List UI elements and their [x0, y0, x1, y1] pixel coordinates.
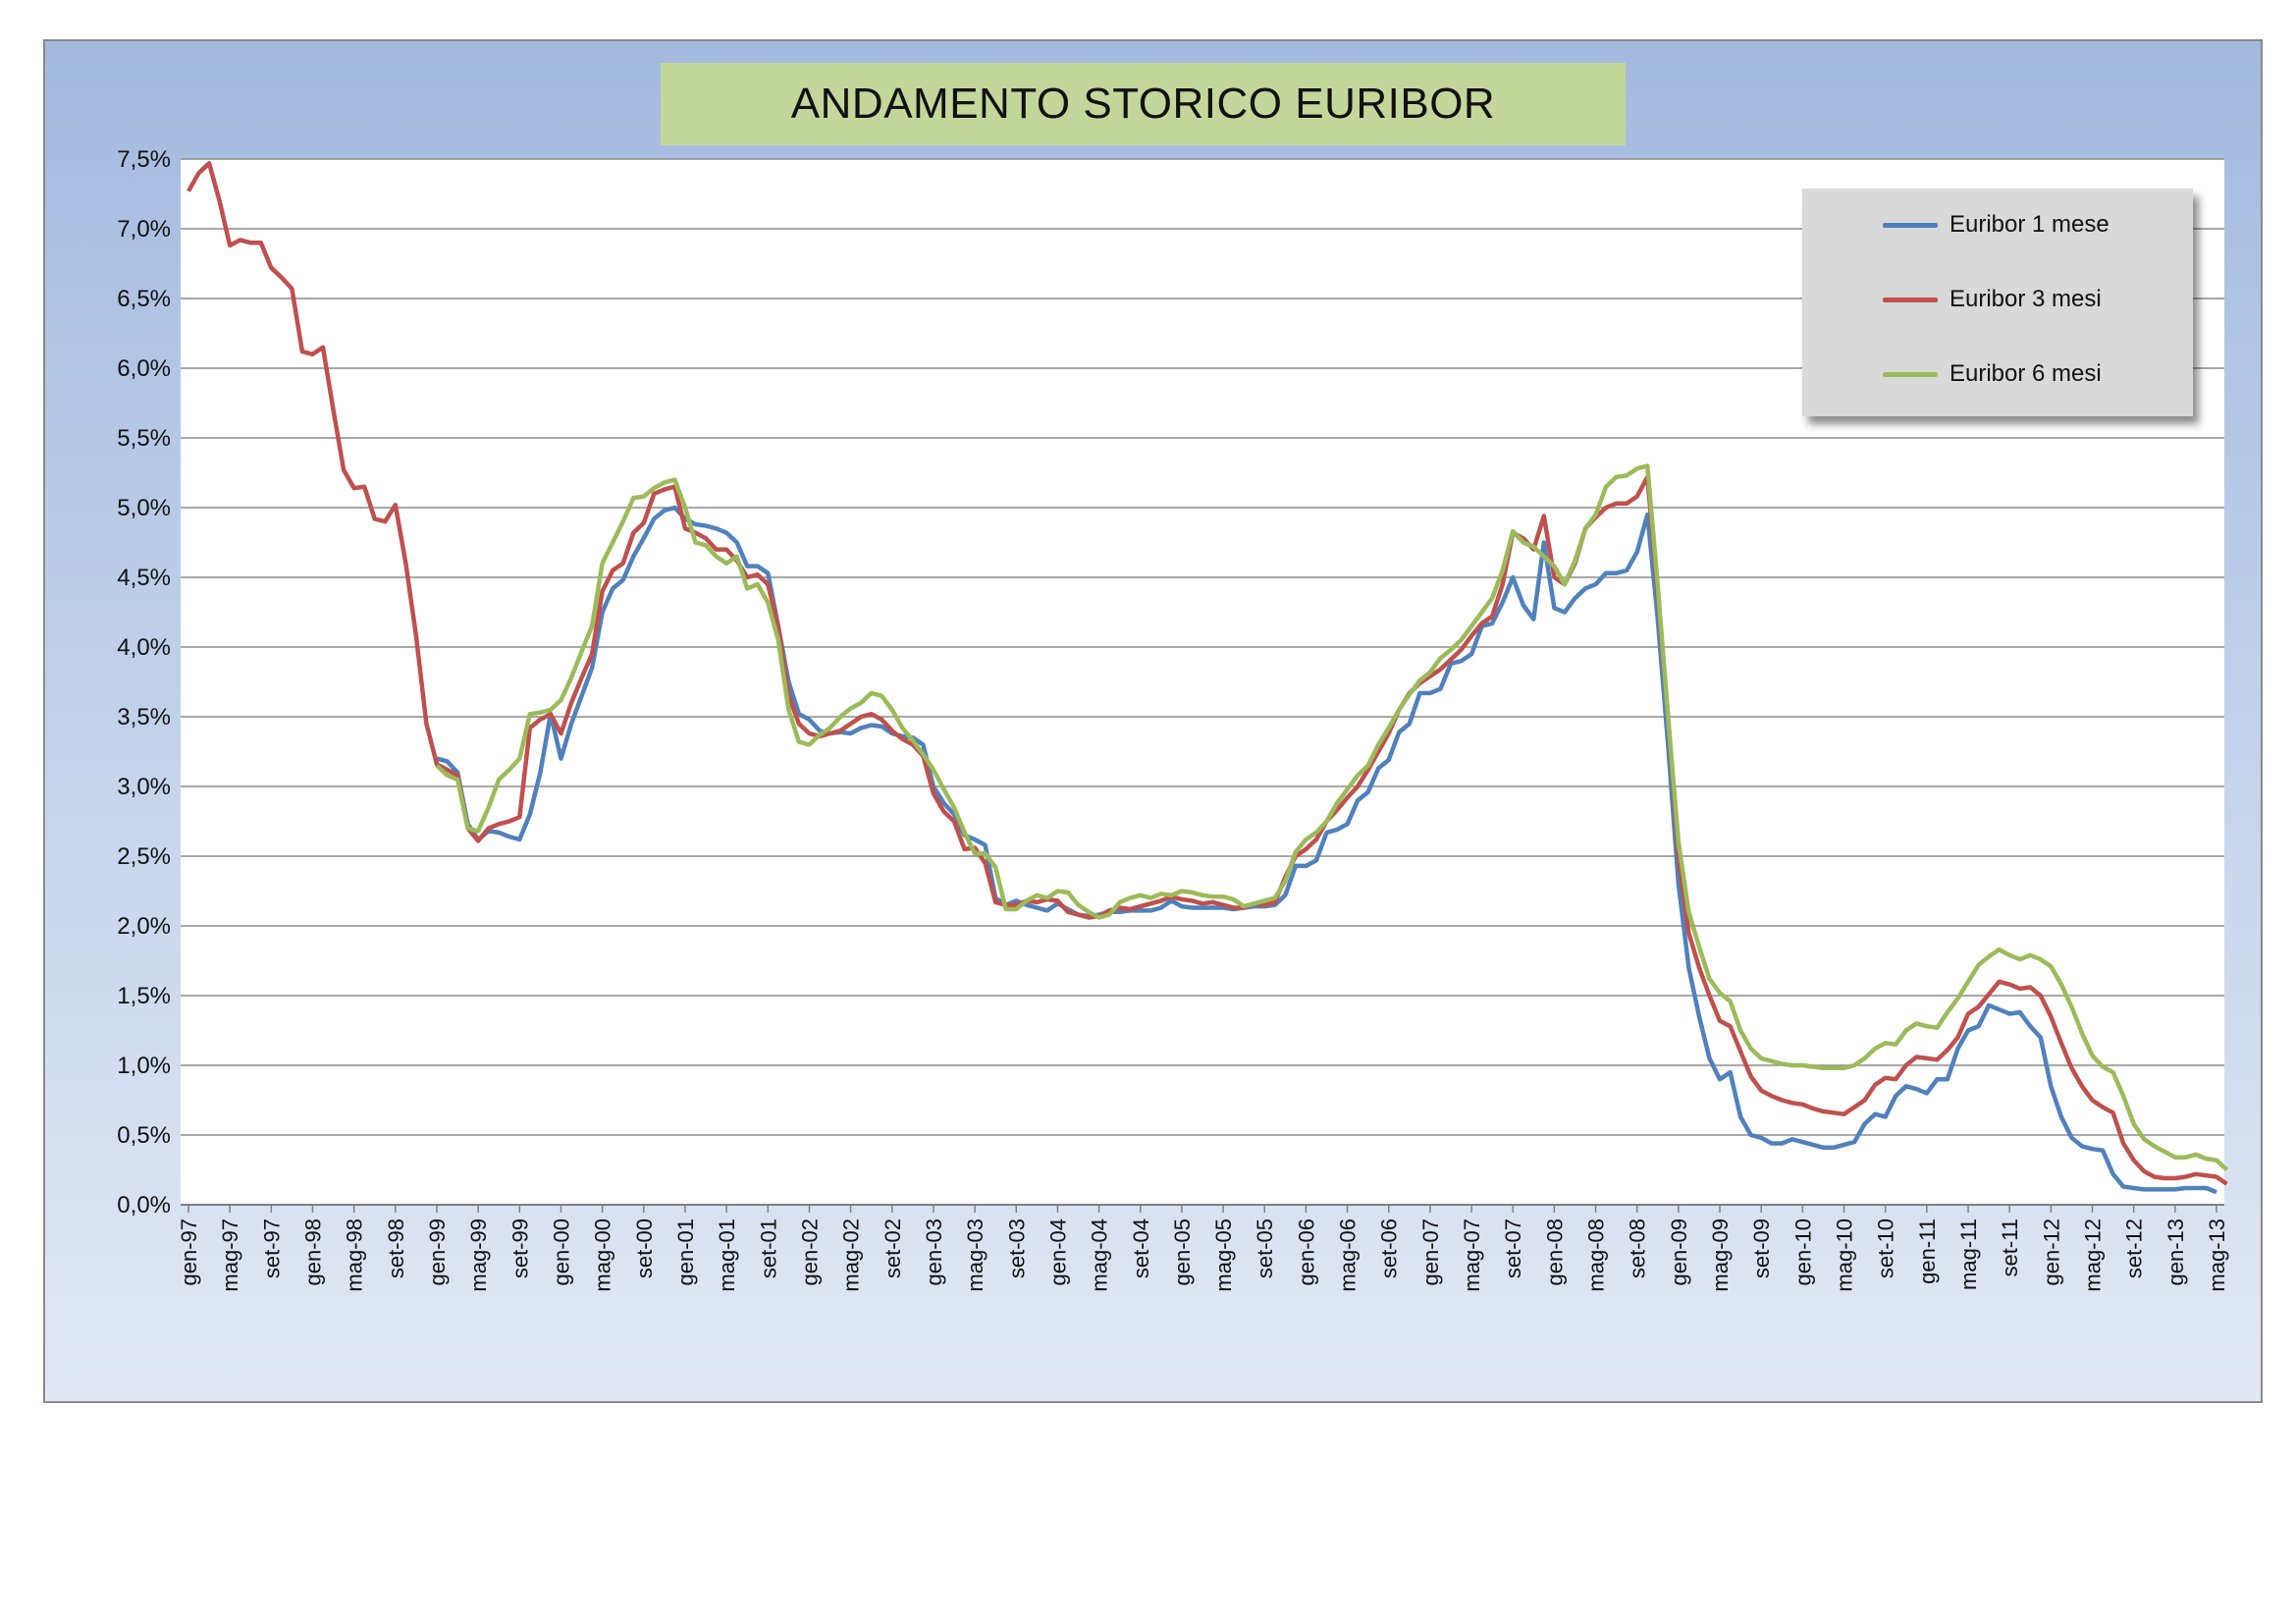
- x-tick-label: mag-06: [1336, 1218, 1361, 1292]
- x-tick-label: mag-01: [715, 1218, 739, 1292]
- legend: Euribor 1 mese Euribor 3 mesi Euribor 6 …: [1802, 189, 2193, 416]
- x-tick-label: set-12: [2122, 1218, 2147, 1278]
- x-tick-label: gen-98: [300, 1218, 325, 1286]
- x-tick-label: gen-06: [1294, 1218, 1318, 1286]
- x-tick-label: gen-04: [1045, 1218, 1070, 1286]
- x-tick-label: set-00: [632, 1218, 657, 1278]
- x-tick-label: mag-08: [1584, 1218, 1609, 1292]
- x-tick-label: gen-05: [1170, 1218, 1195, 1286]
- x-tick-label: mag-10: [1833, 1218, 1857, 1292]
- x-tick-label: set-97: [259, 1218, 284, 1278]
- legend-item-1m: Euribor 1 mese: [1883, 210, 2109, 240]
- y-tick-label: 7,0%: [117, 216, 171, 243]
- x-tick-label: mag-00: [591, 1218, 615, 1292]
- legend-label-1m: Euribor 1 mese: [1949, 211, 2109, 238]
- x-tick-label: set-10: [1874, 1218, 1898, 1278]
- x-tick-label: gen-97: [177, 1218, 201, 1286]
- x-tick-label: mag-13: [2205, 1218, 2229, 1292]
- x-tick-label: set-09: [1749, 1218, 1774, 1278]
- x-tick-label: gen-01: [673, 1218, 698, 1286]
- x-tick-label: set-05: [1253, 1218, 1277, 1278]
- series-line-1: [436, 505, 2217, 1195]
- y-tick-label: 1,5%: [117, 983, 171, 1009]
- x-tick-label: mag-04: [1088, 1218, 1112, 1292]
- x-tick-label: gen-99: [425, 1218, 450, 1286]
- legend-item-6m: Euribor 6 mesi: [1883, 359, 2102, 389]
- legend-swatch-3m: [1883, 297, 1938, 302]
- legend-label-6m: Euribor 6 mesi: [1949, 360, 2102, 387]
- legend-item-3m: Euribor 3 mesi: [1883, 285, 2102, 314]
- x-tick-label: set-01: [756, 1218, 780, 1278]
- x-tick-label: mag-11: [1956, 1218, 1981, 1290]
- x-tick-label: set-11: [1998, 1218, 2022, 1277]
- x-tick-label: gen-08: [1542, 1218, 1567, 1286]
- x-tick-label: set-99: [507, 1218, 532, 1278]
- x-tick-label: set-04: [1129, 1218, 1153, 1278]
- y-tick-label: 0,0%: [117, 1192, 171, 1218]
- x-tick-label: mag-09: [1708, 1218, 1733, 1292]
- x-tick-label: gen-09: [1667, 1218, 1691, 1286]
- y-tick-label: 5,0%: [117, 495, 171, 521]
- series-lines: [187, 161, 2229, 1195]
- x-tick-label: gen-11: [1915, 1218, 1940, 1284]
- x-tick-label: mag-05: [1211, 1218, 1236, 1292]
- y-tick-label: 3,0%: [117, 774, 171, 800]
- x-tick-label: set-08: [1626, 1218, 1650, 1278]
- x-tick-label: gen-12: [2039, 1218, 2063, 1286]
- x-tick-label: set-07: [1501, 1218, 1525, 1278]
- y-tick-label: 1,0%: [117, 1053, 171, 1079]
- x-tick-label: gen-13: [2163, 1218, 2188, 1286]
- x-tick-label: gen-00: [549, 1218, 573, 1286]
- series-line-2: [187, 161, 2228, 1186]
- x-tick-label: gen-07: [1418, 1218, 1443, 1286]
- x-axis-ticks: gen-97 mag-97 set-97 gen-98 mag-98 set-98 gen-…: [177, 1205, 2229, 1292]
- y-tick-label: 6,0%: [117, 355, 171, 382]
- y-tick-label: 2,5%: [117, 843, 171, 870]
- legend-label-3m: Euribor 3 mesi: [1949, 286, 2102, 312]
- x-tick-label: mag-02: [839, 1218, 864, 1292]
- y-axis-ticks: 0,0% 0,5% 1,0% 1,5% 2,0% 2,5% 3,0% 3,5% 4,0% 4,5%…: [117, 146, 171, 1218]
- series-line-3: [435, 463, 2229, 1172]
- chart-title: ANDAMENTO STORICO EURIBOR: [790, 80, 1496, 128]
- x-tick-label: set-03: [1004, 1218, 1029, 1278]
- x-tick-label: mag-03: [963, 1218, 988, 1292]
- x-tick-label: gen-10: [1790, 1218, 1815, 1286]
- x-tick-label: set-02: [881, 1218, 905, 1278]
- x-tick-label: gen-03: [922, 1218, 946, 1286]
- x-tick-label: set-98: [384, 1218, 408, 1278]
- y-tick-label: 4,0%: [117, 634, 171, 661]
- x-tick-label: mag-99: [466, 1218, 491, 1292]
- y-tick-label: 0,5%: [117, 1122, 171, 1149]
- y-tick-label: 5,5%: [117, 425, 171, 452]
- x-tick-label: mag-97: [218, 1218, 242, 1292]
- x-tick-label: set-06: [1377, 1218, 1402, 1278]
- x-tick-label: mag-07: [1460, 1218, 1484, 1292]
- y-tick-label: 7,5%: [117, 146, 171, 173]
- y-tick-label: 3,5%: [117, 704, 171, 731]
- x-tick-label: mag-98: [343, 1218, 367, 1292]
- y-tick-label: 4,5%: [117, 565, 171, 591]
- y-tick-label: 2,0%: [117, 913, 171, 940]
- chart-title-box: ANDAMENTO STORICO EURIBOR: [661, 63, 1626, 145]
- x-tick-label: gen-02: [797, 1218, 822, 1286]
- legend-swatch-6m: [1883, 371, 1938, 377]
- y-tick-label: 6,5%: [117, 286, 171, 312]
- x-tick-label: mag-12: [2081, 1218, 2106, 1292]
- legend-swatch-1m: [1883, 222, 1938, 228]
